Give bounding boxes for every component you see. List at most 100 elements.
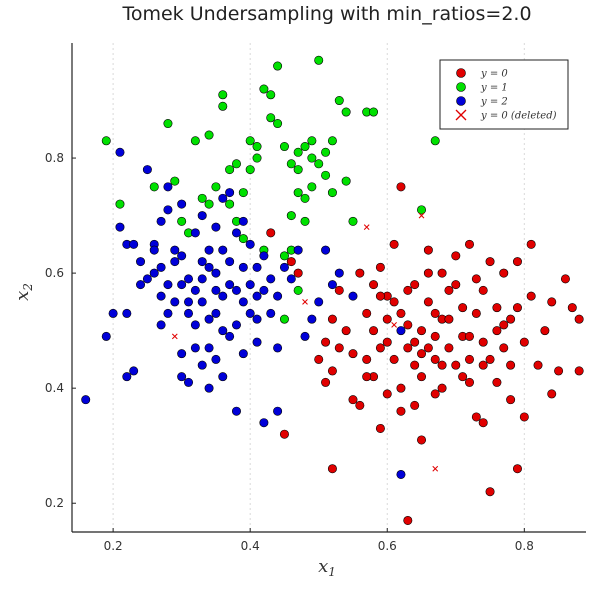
legend-label: y = 0 [480, 69, 508, 80]
series-2-point [218, 372, 228, 382]
series-2-point [142, 165, 152, 175]
series-0-point [499, 343, 509, 353]
series-2-point [279, 262, 289, 272]
series-2-point [252, 291, 262, 301]
x-tick-label: 0.2 [104, 539, 123, 553]
series-1-point [307, 182, 317, 192]
series-1-point [293, 147, 303, 157]
series-2-point [197, 360, 207, 370]
series-0-point [417, 326, 427, 336]
series-0-point [492, 326, 502, 336]
series-2-point [204, 314, 214, 324]
series-0-point [430, 331, 440, 341]
series-0-point [279, 429, 289, 439]
series-0-point [355, 400, 365, 410]
series-1-point [369, 107, 379, 117]
series-2-point [197, 297, 207, 307]
series-2-point [252, 262, 262, 272]
series-2-point [293, 245, 303, 255]
series-0-point [266, 228, 276, 238]
series-0-point [540, 326, 550, 336]
series-2-point [156, 216, 166, 226]
series-0-point [423, 245, 433, 255]
series-0-point [396, 406, 406, 416]
series-0-point [451, 251, 461, 261]
legend-label: y = 0 (deleted) [480, 111, 557, 122]
series-0-point [403, 285, 413, 295]
series-2-point [177, 349, 187, 359]
series-2-point [184, 297, 194, 307]
series-2-point [177, 199, 187, 209]
series-0-point [375, 291, 385, 301]
series-3-deleted-point [363, 224, 370, 230]
series-1-point [163, 119, 173, 129]
series-2-point [197, 274, 207, 284]
legend-marker [456, 68, 466, 78]
series-0-point [430, 389, 440, 399]
series-2-point [197, 211, 207, 221]
y-tick-label: 0.2 [45, 496, 64, 510]
series-2-point [245, 280, 255, 290]
series-0-point [499, 268, 509, 278]
legend-marker [456, 96, 466, 106]
series-0-point [471, 308, 481, 318]
series-2-point [396, 326, 406, 336]
series-0-point [485, 354, 495, 364]
series-0-point [362, 372, 372, 382]
axes [71, 43, 586, 533]
series-0-point [444, 285, 454, 295]
series-1-point [231, 159, 241, 169]
series-0-point [410, 280, 420, 290]
x-tick-label: 0.6 [378, 539, 397, 553]
series-0-point [506, 360, 516, 370]
series-0-point [430, 308, 440, 318]
series-0-point [437, 268, 447, 278]
series-0-point [464, 239, 474, 249]
series-0-point [382, 389, 392, 399]
series-1-point [211, 182, 221, 192]
series-0-point [348, 349, 358, 359]
series-2-point [218, 193, 228, 203]
series-1-point [430, 136, 440, 146]
x-axis-label-main: x [318, 556, 328, 577]
series-1-point [170, 176, 180, 186]
series-2-point [204, 343, 214, 353]
series-0-point [375, 423, 385, 433]
y-axis-label-sub: 2 [21, 283, 35, 292]
series-3-deleted-point [171, 333, 178, 340]
series-3-deleted-point [391, 322, 397, 328]
series-1-point [115, 199, 125, 209]
series-2-point [225, 257, 235, 267]
series-0-point [369, 326, 379, 336]
series-0-point [444, 343, 454, 353]
x-tick-label: 0.8 [515, 539, 534, 553]
series-1-point [225, 165, 235, 175]
series-1-point [314, 55, 324, 65]
series-0-point [375, 343, 385, 353]
series-1-point [204, 199, 214, 209]
series-2-point [211, 268, 221, 278]
series-0-point [362, 308, 372, 318]
series-2-point [81, 395, 91, 405]
series-1-point [293, 188, 303, 198]
series-1-point [321, 147, 331, 157]
series-0-point [341, 326, 351, 336]
series-0-point [533, 360, 543, 370]
series-2-point [225, 331, 235, 341]
series-0-point [321, 377, 331, 387]
series-0-point [437, 383, 447, 393]
series-1-point [259, 84, 269, 94]
series-1-point [327, 188, 337, 198]
series-2-point [259, 418, 269, 428]
series-2-point [238, 297, 248, 307]
series-2-point [129, 239, 139, 249]
series-1-point [307, 136, 317, 146]
series-0-point [547, 297, 557, 307]
series-0-point [375, 262, 385, 272]
series-1-point [279, 251, 289, 261]
series-2-point [231, 406, 241, 416]
series-2-point [238, 216, 248, 226]
series-0-point [492, 303, 502, 313]
series-0-point [464, 354, 474, 364]
series-1-point [279, 314, 289, 324]
